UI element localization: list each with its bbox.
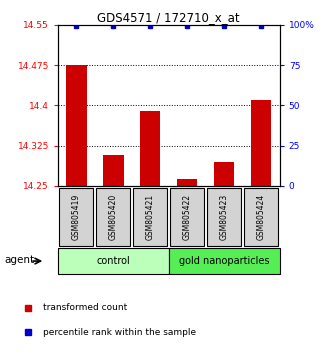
Bar bbox=[96, 188, 130, 246]
Bar bbox=[177, 179, 198, 186]
Bar bbox=[244, 188, 278, 246]
Bar bbox=[133, 188, 167, 246]
Text: GSM805424: GSM805424 bbox=[257, 194, 266, 240]
Bar bbox=[66, 65, 87, 186]
Text: GSM805423: GSM805423 bbox=[220, 194, 229, 240]
Title: GDS4571 / 172710_x_at: GDS4571 / 172710_x_at bbox=[98, 11, 240, 24]
Text: percentile rank within the sample: percentile rank within the sample bbox=[43, 328, 197, 337]
Text: gold nanoparticles: gold nanoparticles bbox=[179, 256, 269, 266]
Text: GSM805422: GSM805422 bbox=[183, 194, 192, 240]
Text: GSM805420: GSM805420 bbox=[109, 194, 118, 240]
Bar bbox=[170, 188, 204, 246]
Bar bbox=[103, 155, 123, 186]
Text: control: control bbox=[97, 256, 130, 266]
Bar bbox=[59, 188, 93, 246]
Bar bbox=[58, 248, 169, 274]
Bar bbox=[169, 248, 280, 274]
Bar bbox=[207, 188, 241, 246]
Bar bbox=[214, 162, 234, 186]
Text: agent: agent bbox=[5, 255, 35, 265]
Text: GSM805419: GSM805419 bbox=[72, 194, 81, 240]
Text: transformed count: transformed count bbox=[43, 303, 128, 312]
Bar bbox=[251, 100, 271, 186]
Text: GSM805421: GSM805421 bbox=[146, 194, 155, 240]
Bar bbox=[140, 111, 161, 186]
